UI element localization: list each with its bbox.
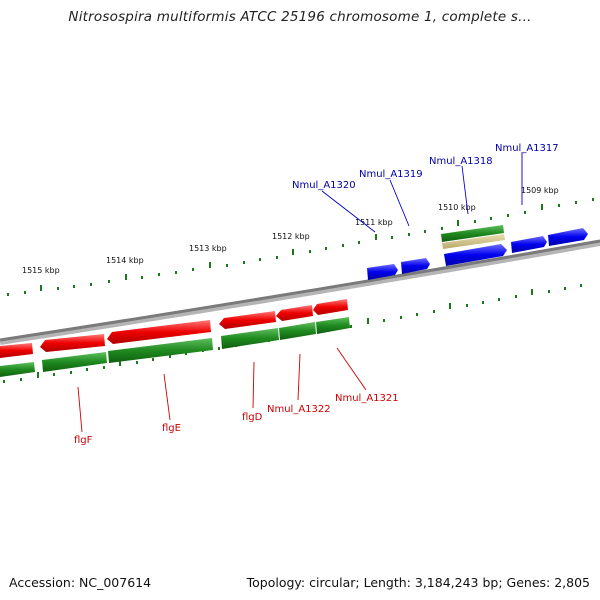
accession-text: Accession: NC_007614	[9, 575, 152, 590]
kbp-label-1514: 1514 kbp	[106, 256, 144, 265]
label-Nmul_A1319[interactable]: Nmul_A1319	[359, 169, 423, 180]
label-Nmul_A1321[interactable]: Nmul_A1321	[335, 393, 399, 404]
kbp-label-1510: 1510 kbp	[438, 203, 476, 212]
reverse-genes	[0, 299, 348, 358]
label-flgD[interactable]: flgD	[242, 412, 263, 423]
cds-flgF[interactable]	[42, 352, 107, 372]
forward-genes	[367, 228, 588, 280]
map-title: Nitrosospira multiformis ATCC 25196 chro…	[68, 9, 532, 25]
cds-flgG[interactable]	[0, 362, 35, 377]
label-leaders	[77, 153, 523, 433]
label-Nmul_A1322[interactable]: Nmul_A1322	[267, 404, 331, 415]
gene-Nmul_A1322[interactable]	[276, 305, 313, 321]
forward-cds-track	[441, 225, 505, 249]
gene-Nmul_A1318-misc[interactable]	[442, 234, 505, 249]
kbp-label-1509: 1509 kbp	[521, 186, 559, 195]
label-flgE[interactable]: flgE	[162, 423, 181, 434]
cds-flgD[interactable]	[221, 328, 279, 349]
gene-Nmul_A1318-cds[interactable]	[441, 225, 504, 242]
label-Nmul_A1317[interactable]: Nmul_A1317	[495, 143, 559, 154]
gene-Nmul_A1317b[interactable]	[548, 228, 588, 246]
reverse-cds-track	[0, 317, 350, 377]
ruler-upper	[7, 198, 594, 296]
gene-flgD[interactable]	[219, 311, 276, 329]
backbone-shadow	[0, 240, 600, 345]
gene-Nmul_A1320[interactable]	[367, 264, 398, 280]
kbp-label-1513: 1513 kbp	[189, 244, 227, 253]
kbp-label-1512: 1512 kbp	[272, 232, 310, 241]
kbp-labels: 1515 kbp 1514 kbp 1513 kbp 1512 kbp 1511…	[22, 186, 559, 275]
topology-text: Topology: circular; Length: 3,184,243 bp…	[246, 575, 590, 590]
gene-Nmul_A1319[interactable]	[401, 258, 430, 274]
gene-flgG[interactable]	[0, 343, 33, 358]
backbone	[0, 239, 600, 342]
kbp-label-1511: 1511 kbp	[355, 218, 393, 227]
gene-Nmul_A1318[interactable]	[444, 244, 507, 266]
gene-labels: Nmul_A1317 Nmul_A1318 Nmul_A1319 Nmul_A1…	[74, 143, 559, 446]
gene-Nmul_A1321[interactable]	[313, 299, 348, 315]
gene-flgE[interactable]	[107, 320, 211, 344]
kbp-label-1515: 1515 kbp	[22, 266, 60, 275]
gene-flgF[interactable]	[40, 334, 105, 352]
label-Nmul_A1318[interactable]: Nmul_A1318	[429, 156, 493, 167]
cds-Nmul_A1322[interactable]	[279, 322, 316, 340]
cds-Nmul_A1321[interactable]	[316, 317, 350, 334]
gene-Nmul_A1317a[interactable]	[511, 236, 547, 253]
label-flgF[interactable]: flgF	[74, 435, 93, 446]
cds-flgE[interactable]	[108, 338, 213, 363]
label-Nmul_A1320[interactable]: Nmul_A1320	[292, 180, 356, 191]
